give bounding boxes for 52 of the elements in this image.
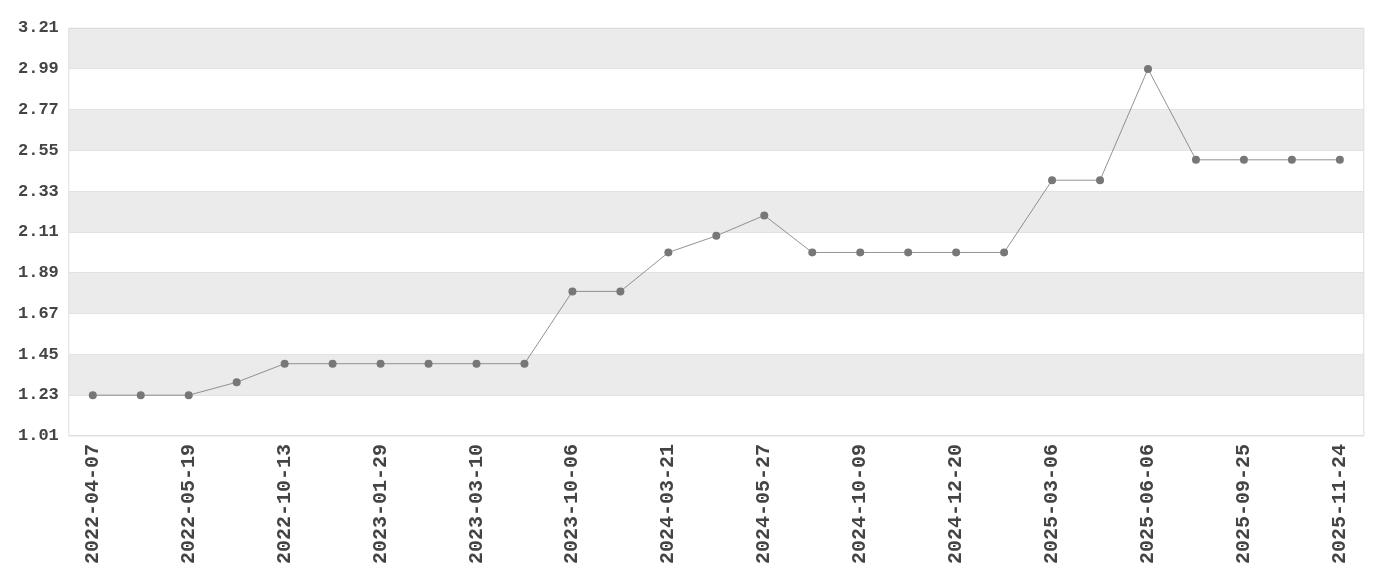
point [376,359,385,368]
x-tick-label: 2025-11-24 [1327,443,1351,565]
x-tick-label: 2025-06-06 [1136,443,1160,565]
point [280,359,289,368]
point [1144,64,1152,73]
point [136,391,145,400]
y-tick-label: 2.77 [17,100,59,120]
point [808,248,817,257]
point [904,248,913,257]
point [1096,176,1105,185]
point [952,248,961,257]
point [88,391,97,400]
point [760,211,769,220]
point [1048,176,1057,185]
x-tick-label: 2023-03-10 [464,443,488,565]
y-tick-label: 1.67 [17,303,59,323]
x-tick-label: 2024-12-20 [944,443,968,565]
point [1335,155,1344,164]
y-tick-label: 3.21 [17,18,59,38]
point [232,378,241,387]
point [616,287,625,296]
y-tick-label: 2.99 [17,59,59,79]
point [1239,155,1248,164]
x-tick-label: 2022-05-19 [176,443,200,565]
x-tick-label: 2023-10-06 [560,443,584,565]
point [1287,155,1296,164]
point [520,359,529,368]
point [184,391,193,400]
point [856,248,865,257]
x-tick-label: 2024-03-21 [656,443,680,565]
y-tick-label: 2.33 [17,181,59,201]
point [1000,248,1009,257]
x-tick-label: 2024-05-27 [752,443,776,565]
y-tick-label: 2.55 [17,140,59,160]
x-tick-label: 2022-10-13 [272,443,296,565]
x-tick-label: 2025-03-06 [1040,443,1064,565]
point [1191,155,1200,164]
point [328,359,337,368]
x-tick-label: 2023-01-29 [368,443,392,565]
point [424,359,433,368]
point [664,248,673,257]
y-tick-label: 1.23 [17,385,59,405]
point [472,359,481,368]
x-tick-label: 2022-04-07 [80,443,104,565]
point [712,231,721,240]
y-tick-label: 1.45 [17,344,59,364]
x-tick-label: 2024-10-09 [848,443,872,565]
y-tick-label: 2.11 [17,222,59,242]
y-tick-label: 1.89 [17,263,59,283]
y-tick-label: 1.01 [17,426,59,446]
x-tick-label: 2025-09-25 [1231,443,1255,565]
point [568,287,577,296]
